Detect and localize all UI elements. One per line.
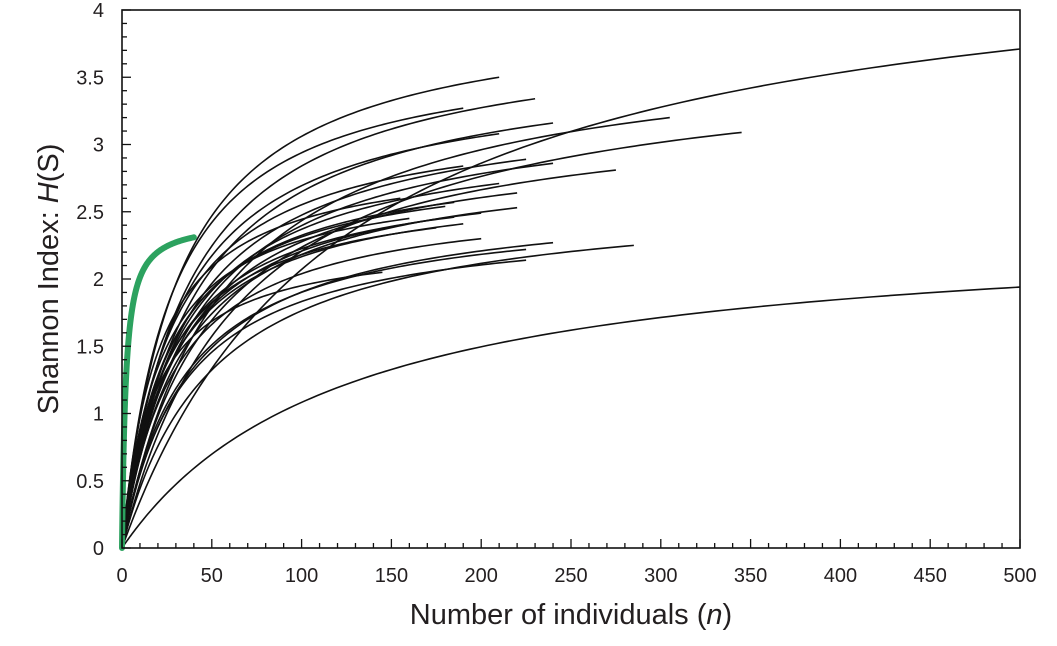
series-line — [121, 206, 518, 549]
y-tick-label: 1 — [93, 404, 104, 426]
series-line — [121, 158, 527, 549]
y-axis-title: Shannon Index: H(S) — [33, 144, 65, 415]
series-line — [121, 237, 482, 549]
y-tick-label: 3 — [93, 135, 104, 157]
y-tick-label: 3.5 — [76, 67, 104, 89]
curve-group — [121, 48, 1021, 549]
x-tick-label: 0 — [116, 565, 127, 587]
x-tick-label: 50 — [201, 565, 223, 587]
highlight-curve-group — [119, 234, 197, 551]
x-tick-label: 500 — [1003, 565, 1036, 587]
x-tick-label: 450 — [914, 565, 947, 587]
series-line — [121, 212, 482, 549]
series-line — [121, 286, 1021, 549]
y-tick-label: 0.5 — [76, 471, 104, 493]
x-tick-label: 200 — [465, 565, 498, 587]
series-line — [121, 48, 1021, 549]
x-tick-label: 250 — [554, 565, 587, 587]
series-line — [121, 223, 464, 549]
y-tick-label: 0 — [93, 538, 104, 560]
y-tick-label: 2 — [93, 269, 104, 291]
series-line — [121, 259, 527, 549]
x-tick-label: 150 — [375, 565, 408, 587]
x-tick-label: 400 — [824, 565, 857, 587]
highlight-series-line — [119, 234, 197, 551]
series-line — [121, 192, 518, 549]
y-tick-label: 2.5 — [76, 202, 104, 224]
x-axis-title: Number of individuals (n) — [410, 599, 732, 631]
x-tick-label: 300 — [644, 565, 677, 587]
y-tick-label: 1.5 — [76, 336, 104, 358]
y-axis: 0 0.5 1 1.5 2 2.5 3 3.5 4 — [76, 0, 131, 560]
x-tick-label: 350 — [734, 565, 767, 587]
x-tick-label: 100 — [285, 565, 318, 587]
y-tick-label: 4 — [93, 0, 104, 22]
series-line — [121, 271, 383, 549]
plot-frame — [121, 9, 1021, 549]
series-line — [121, 244, 634, 549]
series-line — [121, 131, 742, 549]
x-axis: 0 50 100 150 200 250 300 350 400 450 500 — [116, 539, 1037, 587]
